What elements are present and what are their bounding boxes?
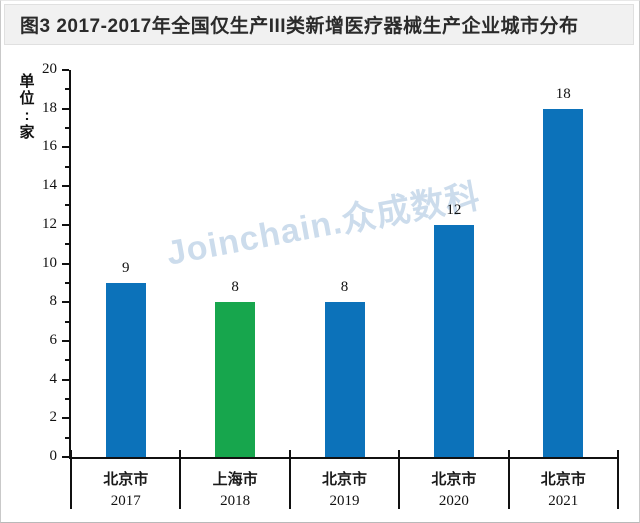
y-minor-tick <box>65 127 69 130</box>
bar <box>215 302 256 457</box>
y-axis-unit-char: 家 <box>19 124 35 141</box>
category-year-label: 2019 <box>329 493 360 509</box>
y-tick-label: 18 <box>42 99 57 116</box>
y-minor-tick <box>65 281 69 284</box>
category-separator <box>179 450 182 509</box>
bar <box>324 302 365 457</box>
y-minor-tick <box>65 320 69 323</box>
y-tick-label: 10 <box>42 254 57 271</box>
y-tick-label: 20 <box>42 61 57 77</box>
y-minor-tick <box>65 204 69 207</box>
y-axis-line <box>69 70 71 459</box>
category-city-label: 北京市 <box>103 471 149 488</box>
y-axis-unit-label: 单位:家 <box>17 73 37 141</box>
category-year-label: 2017 <box>110 493 141 509</box>
y-axis-unit-char: : <box>24 107 30 124</box>
y-minor-tick <box>65 436 69 439</box>
bar-value-label: 8 <box>231 279 239 296</box>
y-major-tick <box>62 301 69 304</box>
y-tick-label: 6 <box>49 331 58 348</box>
y-tick-label: 0 <box>49 448 58 464</box>
y-minor-tick <box>65 165 69 168</box>
y-tick-label: 2 <box>49 409 58 426</box>
y-major-tick <box>62 262 69 265</box>
y-tick-label: 8 <box>49 293 58 310</box>
y-tick-label: 12 <box>42 215 57 232</box>
y-major-tick <box>62 417 69 420</box>
bar-value-label: 18 <box>555 85 571 102</box>
category-city-label: 北京市 <box>321 471 367 488</box>
y-major-tick <box>62 107 69 110</box>
bar-value-label: 9 <box>121 259 130 276</box>
category-separator <box>288 450 291 509</box>
y-tick-label: 4 <box>49 370 58 387</box>
chart-title-bar: 图3 2017-2017年全国仅生产III类新增医疗器械生产企业城市分布 <box>4 4 634 45</box>
y-minor-tick <box>65 88 69 91</box>
category-separator <box>507 450 510 509</box>
category-year-label: 2018 <box>220 493 251 509</box>
y-axis-unit-char: 位 <box>19 90 35 107</box>
y-major-tick <box>62 456 69 458</box>
category-year-label: 2020 <box>438 493 469 509</box>
bar <box>433 224 474 457</box>
bar-value-label: 12 <box>446 201 462 218</box>
y-tick-label: 16 <box>42 138 57 155</box>
y-major-tick <box>62 69 69 71</box>
y-major-tick <box>62 146 69 149</box>
x-axis-line <box>69 457 619 459</box>
category-separator <box>70 450 72 509</box>
y-major-tick <box>62 223 69 226</box>
y-major-tick <box>62 339 69 342</box>
bar <box>105 282 146 457</box>
bar <box>543 108 584 457</box>
category-year-label: 2021 <box>548 493 579 509</box>
category-city-label: 北京市 <box>540 471 586 488</box>
category-city-label: 北京市 <box>431 471 477 488</box>
bar-chart: Joinchain.众成数科 单位:家 0 2 4 6 8 10 12 14 16 18 20 9 北京… <box>1 45 639 522</box>
category-separator <box>398 450 401 509</box>
y-major-tick <box>62 185 69 188</box>
bar-value-label: 8 <box>340 279 349 296</box>
category-city-label: 上海市 <box>212 471 258 488</box>
y-tick-label: 14 <box>42 177 57 194</box>
y-axis-unit-char: 单 <box>19 73 35 90</box>
y-minor-tick <box>65 359 69 362</box>
chart-title: 图3 2017-2017年全国仅生产III类新增医疗器械生产企业城市分布 <box>20 16 579 37</box>
y-minor-tick <box>65 397 69 400</box>
y-major-tick <box>62 378 69 381</box>
category-separator <box>617 450 619 509</box>
y-minor-tick <box>65 243 69 246</box>
